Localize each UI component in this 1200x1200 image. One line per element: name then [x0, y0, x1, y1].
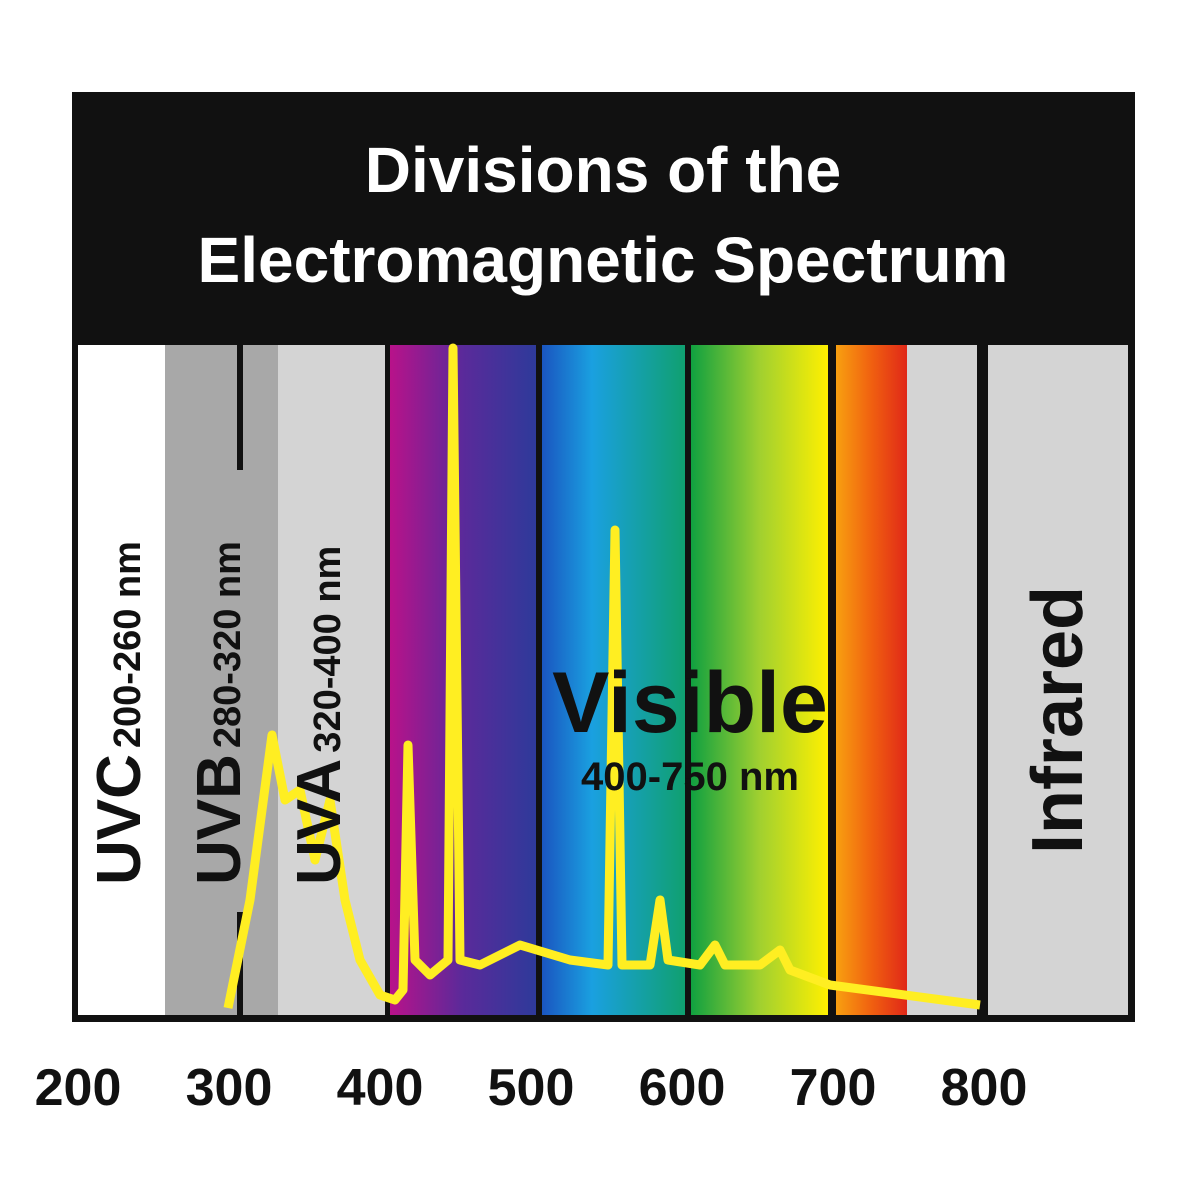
- band-range: 200-260 nm: [107, 541, 149, 748]
- band-range: 320-400 nm: [307, 546, 349, 753]
- uvb-band: [165, 345, 278, 1015]
- band-name: UVB: [185, 754, 254, 885]
- uvc-band: [78, 345, 165, 1015]
- x-tick-label: 300: [186, 1059, 273, 1117]
- red-band: [836, 345, 907, 1015]
- x-tick-label: 400: [337, 1059, 424, 1117]
- infrared-label: Infrared: [1018, 586, 1098, 854]
- band-range: 280-320 nm: [207, 541, 249, 748]
- visible-label: Visible: [552, 655, 828, 751]
- title-line: Electromagnetic Spectrum: [198, 224, 1009, 296]
- band-label: UVB 280-320 nm: [185, 541, 254, 885]
- infrared-band: [988, 345, 1128, 1015]
- title-line: Divisions of the: [365, 134, 842, 206]
- x-tick-label: 200: [35, 1059, 122, 1117]
- band-label: UVA 320-400 nm: [285, 546, 354, 885]
- band-name: UVA: [285, 759, 354, 885]
- band-name: UVC: [85, 754, 154, 885]
- x-tick-label: 700: [790, 1059, 877, 1117]
- near-ir-band: [907, 345, 977, 1015]
- x-tick-label: 500: [488, 1059, 575, 1117]
- uva-band: [278, 345, 385, 1015]
- x-tick-label: 800: [941, 1059, 1028, 1117]
- emission-curve: [223, 343, 981, 1010]
- band-label: UVC 200-260 nm: [85, 541, 154, 885]
- visible-range: 400-750 nm: [581, 755, 799, 799]
- green-band: [691, 345, 828, 1015]
- x-tick-label: 600: [639, 1059, 726, 1117]
